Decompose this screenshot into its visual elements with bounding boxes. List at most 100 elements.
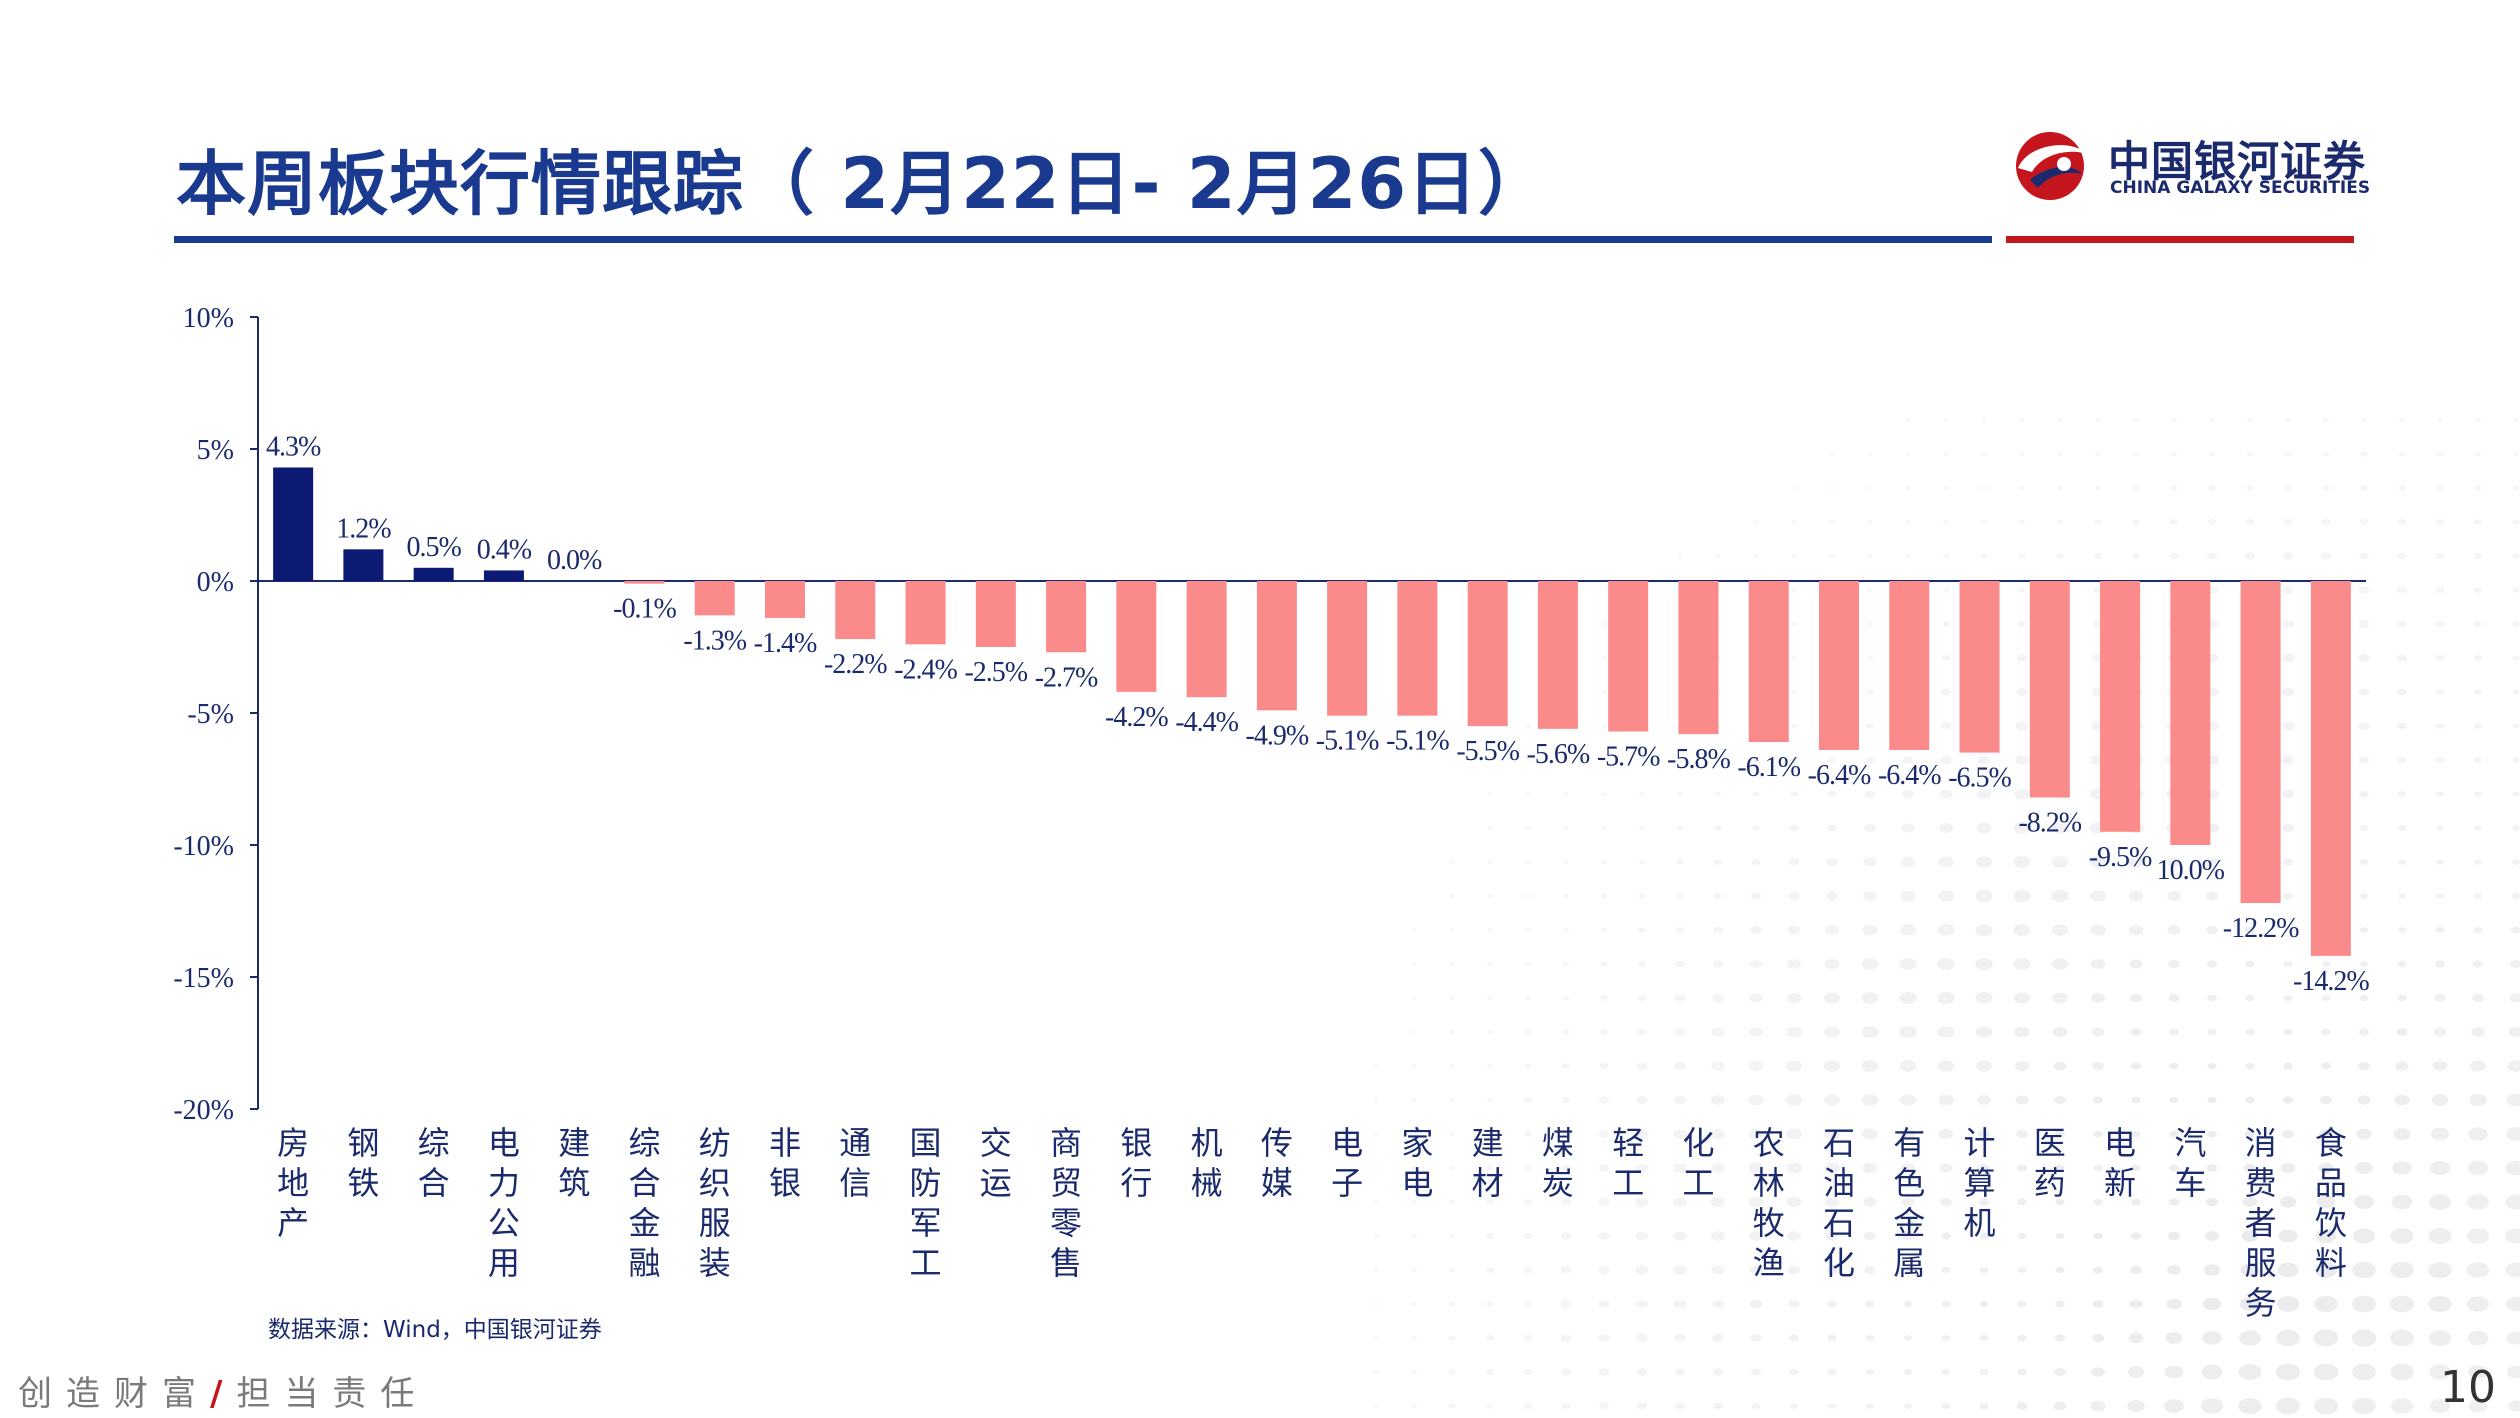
bar-通信 (835, 581, 876, 640)
globe-dot (1449, 962, 1455, 966)
globe-dot (1824, 1162, 1840, 1174)
globe-dot (1601, 656, 1607, 660)
bar-医药 (2029, 581, 2070, 798)
globe-dot (1940, 1198, 1952, 1206)
globe-dot (2390, 1398, 2414, 1414)
y-tick-label: -15% (173, 963, 234, 994)
globe-dot (2474, 485, 2482, 491)
globe-dot (2055, 1232, 2065, 1240)
globe-dot (2396, 654, 2408, 662)
globe-dot (2359, 994, 2369, 1002)
data-label: -5.1% (1386, 726, 1449, 757)
globe-dot (2207, 994, 2217, 1002)
globe-dot (2014, 788, 2030, 800)
globe-dot (1787, 925, 1801, 935)
globe-dot (1829, 486, 1835, 490)
globe-dot (1715, 554, 1721, 558)
globe-dot (2092, 1061, 2104, 1071)
globe-dot (2316, 1195, 2336, 1209)
globe-dot (2239, 1296, 2261, 1312)
globe-dot (2051, 890, 2069, 902)
globe-dot (1861, 958, 1879, 970)
globe-dot (2473, 621, 2483, 627)
globe-dot (2245, 994, 2255, 1002)
globe-dot (1600, 893, 1608, 899)
globe-dot (1714, 825, 1722, 831)
data-label: -5.5% (1456, 736, 1519, 767)
logo-name-cn: 中国银河证券 (2108, 137, 2367, 186)
globe-dot (2435, 620, 2445, 628)
globe-dot (1786, 992, 1802, 1004)
globe-dot (1867, 520, 1873, 524)
globe-dot (1981, 452, 1987, 456)
globe-dot (2352, 1397, 2376, 1415)
globe-dot (1712, 960, 1724, 968)
globe-dot (1902, 756, 1914, 764)
globe-dot (2429, 1398, 2451, 1414)
globe-dot (1486, 1165, 1494, 1171)
data-label: -2.7% (1035, 662, 1098, 693)
globe-dot (1635, 1197, 1649, 1207)
globe-dot (1711, 1027, 1725, 1037)
data-label: -2.2% (824, 649, 887, 680)
globe-dot (1904, 1403, 1912, 1409)
globe-dot (1865, 1300, 1875, 1308)
bar-传媒 (1256, 581, 1297, 711)
globe-dot (1902, 1232, 1914, 1240)
bar-食品饮料 (2310, 581, 2351, 956)
globe-dot (2471, 993, 2485, 1003)
globe-dot (1637, 1028, 1647, 1036)
globe-dot (1712, 1368, 1724, 1376)
globe-dot (1601, 622, 1607, 626)
globe-dot (1905, 520, 1911, 524)
globe-dot (2092, 1096, 2104, 1104)
globe-dot (1787, 959, 1801, 969)
data-label: -6.4% (1808, 760, 1871, 791)
globe-dot (1975, 992, 1993, 1004)
globe-dot (2468, 1399, 2488, 1413)
globe-dot (1525, 927, 1531, 933)
globe-dot (2016, 1402, 2028, 1410)
globe-dot (2397, 688, 2407, 696)
globe-dot (2017, 1266, 2027, 1274)
globe-dot (2507, 1060, 2520, 1072)
globe-dot (2428, 1261, 2452, 1279)
category-label: 化工 (1682, 1124, 1714, 1202)
globe-dot (1410, 1369, 1418, 1375)
data-label: -5.1% (1316, 726, 1379, 757)
globe-dot (2093, 553, 2103, 559)
globe-dot (1900, 857, 1916, 867)
globe-dot (2360, 451, 2368, 457)
globe-dot (2398, 859, 2406, 865)
category-label: 传媒 (1261, 1124, 1293, 1202)
bar-非银 (765, 581, 805, 618)
globe-dot (2241, 1230, 2259, 1242)
globe-dot (1937, 991, 1955, 1005)
globe-dot (1563, 792, 1569, 796)
globe-dot (1824, 1128, 1840, 1140)
globe-dot (1601, 791, 1607, 797)
globe-dot (2090, 958, 2106, 970)
globe-dot (2095, 418, 2101, 422)
bar-消费者服务 (2240, 581, 2281, 904)
globe-dot (2090, 1400, 2106, 1412)
data-label: -6.4% (1878, 760, 1941, 791)
globe-dot (2169, 1062, 2179, 1070)
globe-dot (1373, 1336, 1379, 1340)
globe-dot (2275, 1363, 2301, 1381)
globe-dot (2392, 1161, 2412, 1175)
slogan-left: 创造财富 (18, 1374, 210, 1414)
globe-dot (1561, 1096, 1571, 1104)
globe-dot (1561, 1164, 1571, 1172)
globe-dot (2019, 418, 2025, 422)
globe-dot (2512, 553, 2520, 559)
globe-dot (2055, 1300, 2065, 1308)
data-source-note: 数据来源：Wind，中国银河证券 (268, 1317, 602, 1343)
globe-dot (1752, 791, 1760, 797)
globe-dot (2283, 518, 2293, 526)
globe-dot (1561, 1130, 1571, 1138)
globe-dot (1748, 1128, 1764, 1140)
globe-dot (2016, 688, 2028, 696)
globe-dot (1373, 1268, 1379, 1272)
globe-dot (2282, 858, 2294, 866)
